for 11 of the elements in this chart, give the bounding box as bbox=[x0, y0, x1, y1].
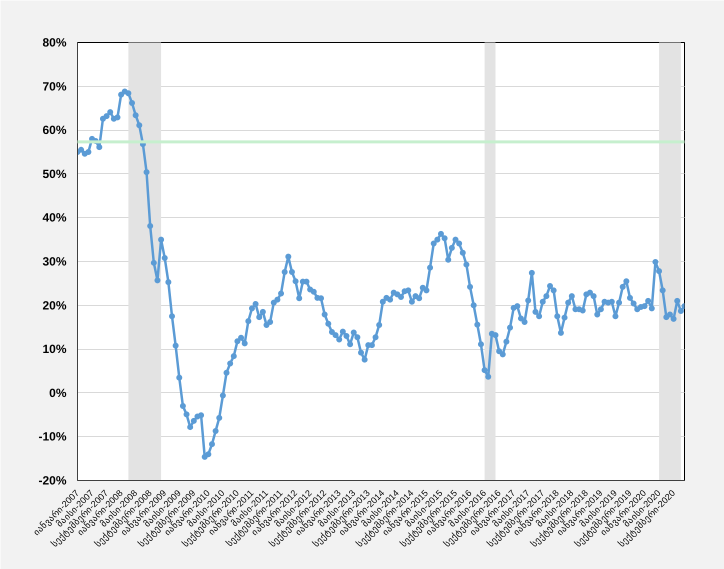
y-tick-label: 10% bbox=[42, 342, 67, 356]
y-tick-label: 20% bbox=[42, 298, 67, 312]
y-tick-label: 70% bbox=[42, 79, 67, 94]
y-tick-label: 30% bbox=[42, 254, 67, 268]
y-tick-label: -20% bbox=[38, 474, 67, 488]
y-tick-label: 50% bbox=[42, 166, 67, 181]
y-tick-label: 60% bbox=[42, 123, 67, 138]
y-tick-label: 0% bbox=[49, 386, 67, 400]
y-tick-label: 40% bbox=[42, 210, 67, 225]
y-tick-label: -10% bbox=[38, 430, 67, 444]
y-tick-label: 80% bbox=[42, 36, 67, 50]
